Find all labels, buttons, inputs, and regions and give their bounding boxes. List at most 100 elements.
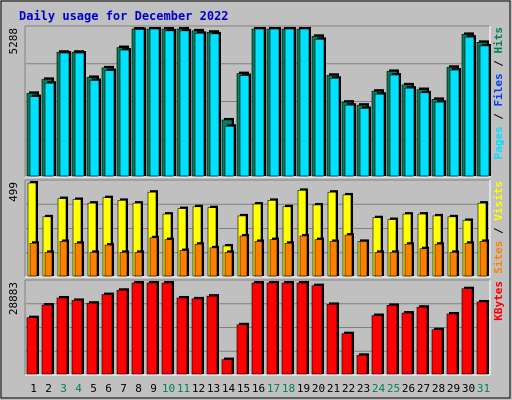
panel-2-ymax-label: 499 <box>7 182 20 202</box>
sites-bar <box>464 242 473 277</box>
pages-bar <box>119 49 130 177</box>
legend-separator: / <box>492 54 505 74</box>
pages-bar <box>254 28 265 177</box>
sites-bar <box>104 244 113 277</box>
kbytes-bar <box>131 282 143 375</box>
sites-bar <box>194 243 203 277</box>
sites-bar <box>74 242 83 277</box>
kbytes-bar <box>161 282 173 375</box>
sites-bar <box>479 241 488 277</box>
pages-bar <box>29 96 40 177</box>
pages-bar <box>194 33 205 177</box>
kbytes-bar <box>371 315 383 375</box>
x-tick-label: 5 <box>90 382 97 395</box>
x-tick-label: 3 <box>60 382 67 395</box>
pages-bar <box>59 52 70 177</box>
sites-bar <box>314 239 323 277</box>
x-tick-label: 30 <box>462 382 475 395</box>
sites-bar <box>119 252 128 277</box>
pages-bar <box>329 77 340 177</box>
x-tick-label: 10 <box>162 382 175 395</box>
x-tick-label: 21 <box>327 382 340 395</box>
pages-bar <box>104 70 115 177</box>
panel-2: 499 Sites / Visits <box>7 179 505 278</box>
sites-bar <box>359 241 368 277</box>
kbytes-bar <box>101 294 113 375</box>
x-tick-label: 9 <box>150 382 157 395</box>
sites-bar <box>269 239 278 277</box>
x-tick-label: 19 <box>297 382 310 395</box>
pages-bar <box>479 45 490 177</box>
sites-bar <box>179 250 188 277</box>
panel-3: 28883 KBytes <box>7 279 505 376</box>
x-tick-label: 2 <box>45 382 52 395</box>
pages-bar <box>344 104 355 177</box>
kbytes-bar <box>311 285 323 375</box>
panel-2-legend: Sites / Visits <box>492 181 505 274</box>
kbytes-bar <box>236 324 248 375</box>
pages-bar <box>299 28 310 177</box>
x-tick-label: 22 <box>342 382 355 395</box>
pages-bar <box>89 80 100 177</box>
panel-1-ymax-label: 5288 <box>7 28 20 55</box>
kbytes-bar <box>446 313 458 375</box>
sites-bar <box>209 247 218 277</box>
sites-bar <box>449 252 458 277</box>
kbytes-bar <box>221 359 233 375</box>
kbytes-bar <box>71 300 83 375</box>
x-tick-label: 27 <box>417 382 430 395</box>
legend-hits: Hits <box>492 27 505 54</box>
kbytes-bar <box>281 282 293 375</box>
sites-bar <box>434 243 443 277</box>
kbytes-bar <box>41 304 53 375</box>
kbytes-bar <box>251 282 263 375</box>
x-tick-label: 25 <box>387 382 400 395</box>
x-tick-label: 15 <box>237 382 250 395</box>
legend-kbytes: KBytes <box>492 281 505 321</box>
sites-bar <box>149 237 158 277</box>
pages-bar <box>449 69 460 177</box>
pages-bar <box>359 108 370 177</box>
x-tick-label: 18 <box>282 382 295 395</box>
x-tick-label: 23 <box>357 382 370 395</box>
sites-bar <box>224 252 233 277</box>
pages-bar <box>434 101 445 177</box>
kbytes-bar <box>116 289 128 375</box>
sites-bar <box>299 235 308 277</box>
legend-pages: Pages <box>492 126 505 159</box>
sites-bar <box>374 252 383 277</box>
x-tick-label: 6 <box>105 382 112 395</box>
sites-bar <box>419 248 428 277</box>
sites-bar <box>89 252 98 277</box>
pages-bar <box>269 28 280 177</box>
x-tick-label: 1 <box>30 382 37 395</box>
kbytes-bar <box>356 354 368 375</box>
x-tick-label: 28 <box>432 382 445 395</box>
sites-bar <box>329 241 338 277</box>
legend-visits: Visits <box>492 181 505 221</box>
pages-bar <box>224 125 235 177</box>
kbytes-bar <box>401 312 413 375</box>
kbytes-bar <box>86 302 98 375</box>
x-tick-label: 11 <box>177 382 190 395</box>
kbytes-bar <box>56 297 68 375</box>
sites-bar <box>59 241 68 277</box>
sites-bar <box>344 234 353 277</box>
x-tick-label: 17 <box>267 382 280 395</box>
kbytes-bar <box>386 305 398 375</box>
kbytes-bar <box>26 317 38 375</box>
sites-bar <box>239 235 248 277</box>
x-tick-label: 8 <box>135 382 142 395</box>
pages-bar <box>239 75 250 177</box>
legend-files: Files <box>492 73 505 106</box>
panel-3-ymax-label: 28883 <box>7 282 20 315</box>
panel-1-legend: Pages / Files / Hits <box>492 27 505 160</box>
sites-bar <box>29 242 38 277</box>
sites-bar <box>284 242 293 277</box>
x-tick-label: 13 <box>207 382 220 395</box>
pages-bar <box>464 36 475 177</box>
kbytes-bar <box>191 298 203 375</box>
pages-bar <box>419 92 430 177</box>
kbytes-bar <box>176 297 188 375</box>
